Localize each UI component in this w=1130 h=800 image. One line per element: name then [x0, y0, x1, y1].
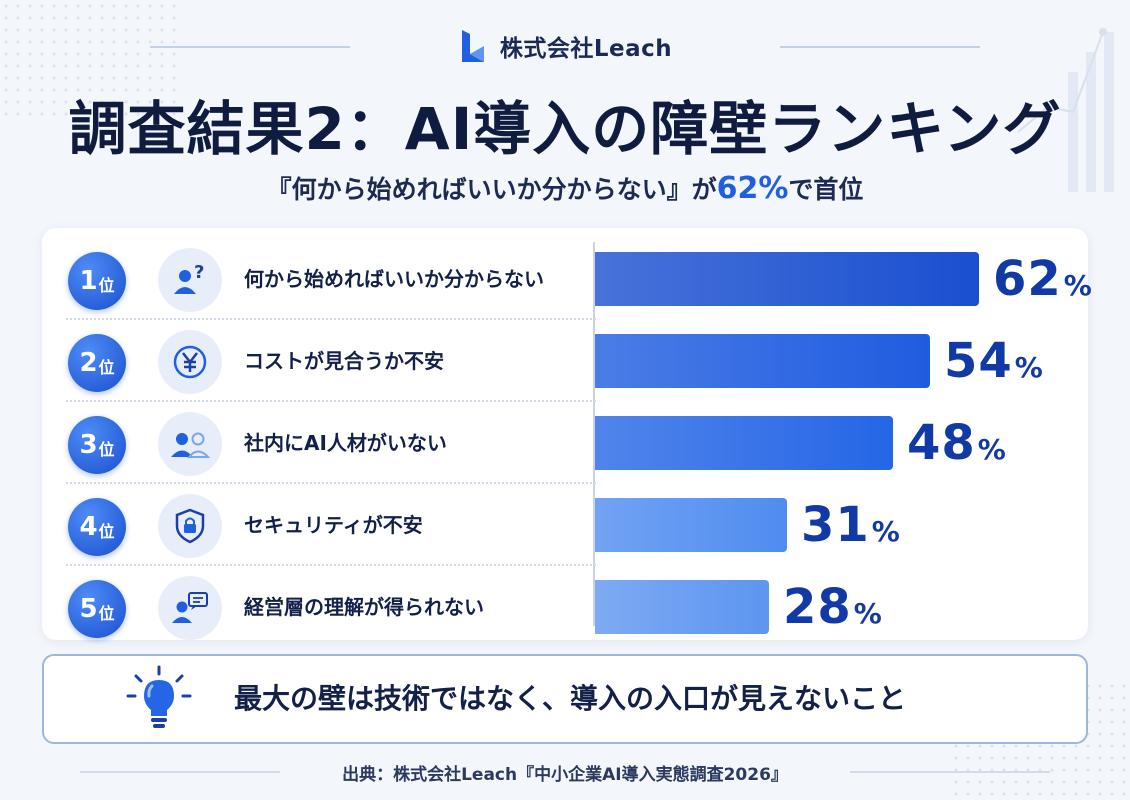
- bar-value: 31: [801, 497, 870, 553]
- bar-value: 28: [783, 579, 852, 635]
- page-title: 調査結果2：AI導入の障壁ランキング: [68, 95, 1062, 163]
- bar-value: 62: [993, 251, 1062, 307]
- leach-logo-icon: [461, 30, 484, 62]
- bar-value-label: 48%: [907, 415, 1006, 471]
- shield-lock-icon: [158, 494, 222, 558]
- dot-pattern-decoration: [0, 0, 180, 120]
- bar-value-label: 62%: [993, 251, 1092, 307]
- bar-value-label: 31%: [801, 497, 900, 553]
- bar-value-label: 28%: [783, 579, 882, 635]
- brand-name: 株式会社Leach: [499, 36, 673, 62]
- bar-value-unit: %: [871, 514, 900, 548]
- bar-value-label: 54%: [944, 333, 1043, 389]
- rank-suffix: 位: [98, 358, 115, 377]
- bar-value-unit: %: [977, 432, 1006, 466]
- bar-value-unit: %: [1014, 350, 1043, 384]
- chart-axis-line: [593, 242, 595, 626]
- ranking-label: 経営層の理解が得られない: [244, 595, 484, 619]
- bar-3: [595, 416, 893, 470]
- bar-value: 54: [944, 333, 1013, 389]
- rank-suffix: 位: [98, 440, 115, 459]
- rank-number: 2: [79, 348, 98, 378]
- bar-5: [595, 580, 769, 634]
- source-footer: 出典：株式会社Leach『中小企業AI導入実態調査2026』: [0, 756, 1130, 786]
- lightbulb-icon: [126, 665, 192, 728]
- ranking-label: セキュリティが不安: [244, 513, 423, 537]
- person-question-icon: ?: [158, 248, 222, 312]
- person-chat-icon: [158, 576, 222, 640]
- yen-coin-icon: [158, 330, 222, 394]
- rank-number: 4: [79, 512, 98, 542]
- bar-value-unit: %: [853, 596, 882, 630]
- brand-divider-left: [150, 46, 350, 48]
- bar-4: [595, 498, 787, 552]
- source-divider-right: [850, 771, 1050, 773]
- ranking-label: 社内にAI人材がいない: [244, 431, 447, 455]
- rank-number: 1: [79, 266, 98, 296]
- source-divider-left: [80, 771, 280, 773]
- rank-number: 3: [79, 430, 98, 460]
- takeaway-text: 最大の壁は技術ではなく、導入の入口が見えないこと: [234, 682, 907, 715]
- bar-value: 48: [907, 415, 976, 471]
- ranking-label: 何から始めればいいか分からない: [244, 267, 544, 291]
- rank-suffix: 位: [98, 522, 115, 541]
- rank-number: 5: [79, 594, 98, 624]
- row-divider: [66, 400, 596, 402]
- rank-suffix: 位: [98, 276, 115, 295]
- subtitle-after: で首位: [788, 175, 864, 204]
- takeaway-callout: 最大の壁は技術ではなく、導入の入口が見えないこと: [42, 654, 1088, 744]
- ranking-label: コストが見合うか不安: [244, 349, 444, 373]
- bar-1: [595, 252, 979, 306]
- page-subtitle: 『何から始めればいいか分からない』が62%で首位: [0, 170, 1130, 206]
- svg-text:?: ?: [194, 262, 204, 283]
- brand-header: 株式会社Leach: [0, 24, 1130, 70]
- bar-value-unit: %: [1063, 268, 1092, 302]
- row-divider: [66, 482, 596, 484]
- subtitle-before: 『何から始めればいいか分からない』が: [266, 175, 717, 204]
- row-divider: [66, 318, 596, 320]
- rank-suffix: 位: [98, 604, 115, 623]
- growth-chart-decoration: [1017, 28, 1114, 192]
- source-text: 出典：株式会社Leach『中小企業AI導入実態調査2026』: [342, 765, 788, 785]
- subtitle-highlight: 62%: [716, 171, 789, 206]
- row-divider: [66, 564, 596, 566]
- bar-2: [595, 334, 930, 388]
- brand-divider-right: [780, 46, 980, 48]
- people-icon: [158, 412, 222, 476]
